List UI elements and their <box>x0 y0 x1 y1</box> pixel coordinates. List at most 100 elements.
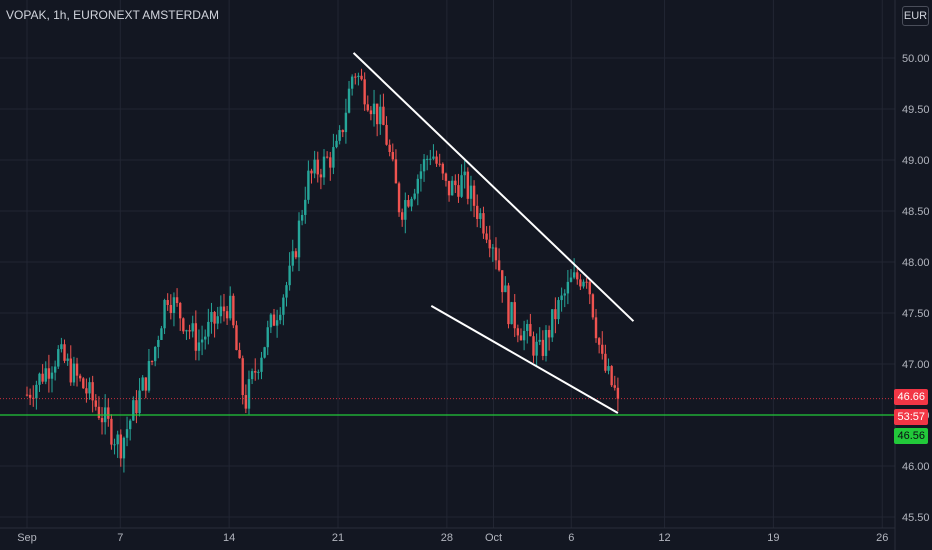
y-tick-label: 47.50 <box>902 308 930 320</box>
candle-body <box>504 285 507 293</box>
currency-button[interactable]: EUR <box>902 6 929 26</box>
candle-body <box>300 214 304 221</box>
candle-body <box>501 270 504 293</box>
candle-body <box>335 140 338 148</box>
candle-body <box>616 387 620 399</box>
candle-body <box>197 342 201 351</box>
candle-body <box>172 297 176 313</box>
last-price-label: 46.66 <box>894 389 928 405</box>
candle-body <box>513 302 516 329</box>
candle-body <box>607 366 610 371</box>
candle-body <box>147 361 151 391</box>
candle-body <box>153 346 157 362</box>
candle-body <box>169 304 173 313</box>
candle-body <box>404 200 407 220</box>
candle-body <box>419 171 423 179</box>
candle-body <box>69 358 72 383</box>
candle-body <box>157 339 160 347</box>
candle-body <box>272 314 276 326</box>
candle-body <box>447 180 451 196</box>
candle-body <box>213 312 216 324</box>
candle-body <box>369 110 373 115</box>
x-tick-label: 6 <box>568 532 574 544</box>
candle-body <box>238 350 241 359</box>
candle-body <box>85 388 88 394</box>
countdown-label: 53:57 <box>894 409 928 425</box>
candle-body <box>375 103 379 125</box>
candle-body <box>572 272 576 278</box>
candle-body <box>200 339 204 343</box>
candle-body <box>591 294 595 318</box>
candle-body <box>582 281 585 287</box>
candle-body <box>416 178 420 194</box>
candle-body <box>554 309 557 320</box>
candle-body <box>241 358 244 396</box>
candle-body <box>454 180 457 186</box>
candle-body <box>438 163 441 165</box>
candle-body <box>310 170 313 174</box>
candle-body <box>222 306 226 312</box>
candle-body <box>38 373 41 385</box>
candle-body <box>135 400 138 414</box>
candle-body <box>541 339 545 356</box>
candle-body <box>141 377 144 391</box>
y-tick-label: 47.00 <box>902 359 930 371</box>
candle-body <box>160 328 163 340</box>
candle-body <box>25 394 29 396</box>
candle-body <box>407 200 410 207</box>
candle-body <box>350 76 354 89</box>
candle-body <box>225 311 229 319</box>
x-tick-label: 7 <box>117 532 123 544</box>
y-tick-label: 48.00 <box>902 257 930 269</box>
candle-body <box>294 251 298 258</box>
candle-body <box>185 330 188 332</box>
candle-body <box>450 180 454 196</box>
candle-body <box>444 173 448 181</box>
candle-body <box>232 295 235 326</box>
candle-body <box>329 157 332 168</box>
candle-body <box>60 344 63 350</box>
candle-body <box>132 400 135 421</box>
candle-body <box>235 325 238 351</box>
candle-body <box>244 395 248 409</box>
candle-body <box>485 233 488 240</box>
candle-body <box>122 437 126 459</box>
candle-body <box>97 406 101 419</box>
candle-body <box>166 300 169 305</box>
candle-body <box>50 372 54 379</box>
candle-body <box>394 159 398 184</box>
candle-body <box>388 144 391 153</box>
candle-body <box>466 171 470 199</box>
candle-body <box>35 384 38 399</box>
candle-body <box>325 156 329 158</box>
candle-body <box>497 260 501 271</box>
candle-body <box>110 418 113 445</box>
candle-body <box>463 171 466 176</box>
candle-body <box>285 285 288 298</box>
candle-body <box>100 418 104 423</box>
candle-body <box>422 159 426 172</box>
candle-body <box>125 429 129 438</box>
candle-body <box>469 185 473 199</box>
candle-body <box>610 366 613 386</box>
candle-body <box>307 170 310 200</box>
candle-body <box>601 344 604 354</box>
candle-body <box>535 341 538 356</box>
candle-body <box>425 158 429 160</box>
candle-body <box>119 434 122 459</box>
x-tick-label: 28 <box>441 532 453 544</box>
y-tick-label: 49.50 <box>902 104 930 116</box>
x-tick-label: Sep <box>17 532 37 544</box>
candle-body <box>322 156 326 178</box>
candle-body <box>526 324 529 331</box>
candle-body <box>491 247 495 249</box>
candle-body <box>78 375 82 379</box>
candle-body <box>53 366 57 373</box>
candle-body <box>579 279 582 287</box>
candle-body <box>257 371 260 373</box>
candle-body <box>547 329 551 338</box>
candle-body <box>585 281 588 283</box>
candle-body <box>563 293 566 296</box>
candle-body <box>551 309 554 338</box>
